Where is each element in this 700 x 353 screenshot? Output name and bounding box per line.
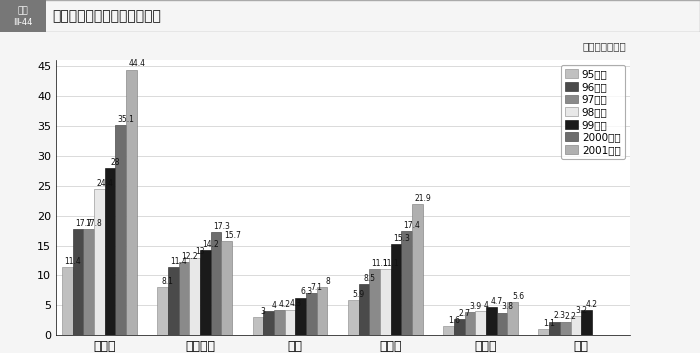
Text: （単位：億円）: （単位：億円）: [582, 41, 626, 51]
Text: 4: 4: [272, 301, 276, 310]
Bar: [549, 322, 560, 335]
Text: 草の根無償地域別実績の推移: 草の根無償地域別実績の推移: [52, 9, 162, 23]
Bar: [263, 311, 274, 335]
Text: 11.4: 11.4: [170, 257, 187, 266]
Text: 11.1: 11.1: [382, 259, 399, 268]
Bar: [443, 326, 454, 335]
Text: 15.7: 15.7: [224, 231, 241, 240]
Text: 8.1: 8.1: [162, 277, 174, 286]
Text: 3: 3: [261, 307, 266, 316]
Text: 14.2: 14.2: [202, 240, 219, 249]
Text: 13: 13: [195, 247, 205, 256]
Text: 7.1: 7.1: [311, 283, 323, 292]
Bar: [380, 269, 391, 335]
Bar: [178, 262, 190, 335]
Bar: [486, 307, 496, 335]
Text: Ⅲ-44: Ⅲ-44: [13, 18, 32, 28]
Text: 17.7: 17.7: [75, 219, 92, 228]
Bar: [126, 70, 137, 335]
Bar: [168, 267, 178, 335]
Text: 2.2: 2.2: [565, 312, 577, 321]
Text: 1.1: 1.1: [543, 318, 555, 328]
Bar: [73, 229, 83, 335]
Bar: [391, 244, 401, 335]
Bar: [200, 250, 211, 335]
Bar: [83, 229, 94, 335]
Text: 4: 4: [484, 301, 489, 310]
Text: 3.9: 3.9: [469, 302, 482, 311]
Text: 2.7: 2.7: [458, 309, 470, 318]
Text: 12.2: 12.2: [181, 252, 197, 261]
Bar: [496, 313, 507, 335]
Bar: [253, 317, 263, 335]
Text: 3.8: 3.8: [501, 303, 513, 311]
Legend: 95年度, 96年度, 97年度, 98年度, 99年度, 2000年度, 2001年度: 95年度, 96年度, 97年度, 98年度, 99年度, 2000年度, 20…: [561, 65, 625, 159]
Bar: [401, 231, 412, 335]
Bar: [274, 310, 285, 335]
Text: 4.2: 4.2: [586, 300, 598, 309]
Bar: [465, 312, 475, 335]
Text: 3.2: 3.2: [575, 306, 587, 315]
Bar: [454, 319, 465, 335]
Bar: [116, 125, 126, 335]
Text: 5.9: 5.9: [352, 290, 365, 299]
Bar: [285, 310, 295, 335]
Bar: [211, 232, 221, 335]
Bar: [295, 298, 306, 335]
Bar: [317, 287, 328, 335]
Text: 11.1: 11.1: [372, 259, 389, 268]
Text: 11.4: 11.4: [64, 257, 81, 266]
Text: 17.8: 17.8: [85, 219, 102, 228]
Text: 2.3: 2.3: [554, 311, 566, 321]
Bar: [475, 311, 486, 335]
Bar: [105, 168, 116, 335]
Text: 21.9: 21.9: [414, 194, 431, 203]
Bar: [94, 189, 105, 335]
Text: 8: 8: [325, 277, 330, 286]
Bar: [560, 322, 570, 335]
Text: 17.4: 17.4: [404, 221, 421, 230]
Text: 1.6: 1.6: [448, 316, 460, 324]
Text: 28: 28: [111, 157, 120, 167]
Bar: [221, 241, 232, 335]
Text: 4.2: 4.2: [279, 300, 290, 309]
Bar: [190, 258, 200, 335]
Bar: [348, 300, 358, 335]
Text: 15.3: 15.3: [393, 234, 410, 243]
Bar: [306, 293, 317, 335]
Text: 17.3: 17.3: [213, 222, 230, 231]
Text: 4.7: 4.7: [491, 297, 503, 306]
Bar: [581, 310, 592, 335]
Bar: [538, 329, 549, 335]
Text: 図表: 図表: [18, 7, 28, 16]
Text: 4.3: 4.3: [289, 299, 302, 309]
Text: 35.1: 35.1: [118, 115, 134, 124]
Text: 24.4: 24.4: [97, 179, 113, 188]
Bar: [158, 287, 168, 335]
Text: 6.3: 6.3: [300, 287, 312, 297]
Bar: [62, 267, 73, 335]
Text: 44.4: 44.4: [128, 59, 146, 68]
Text: 8.5: 8.5: [363, 274, 375, 283]
Bar: [412, 204, 423, 335]
Bar: [570, 316, 581, 335]
Bar: [369, 269, 380, 335]
Text: 5.6: 5.6: [512, 292, 524, 301]
Bar: [508, 302, 518, 335]
Bar: [358, 285, 369, 335]
